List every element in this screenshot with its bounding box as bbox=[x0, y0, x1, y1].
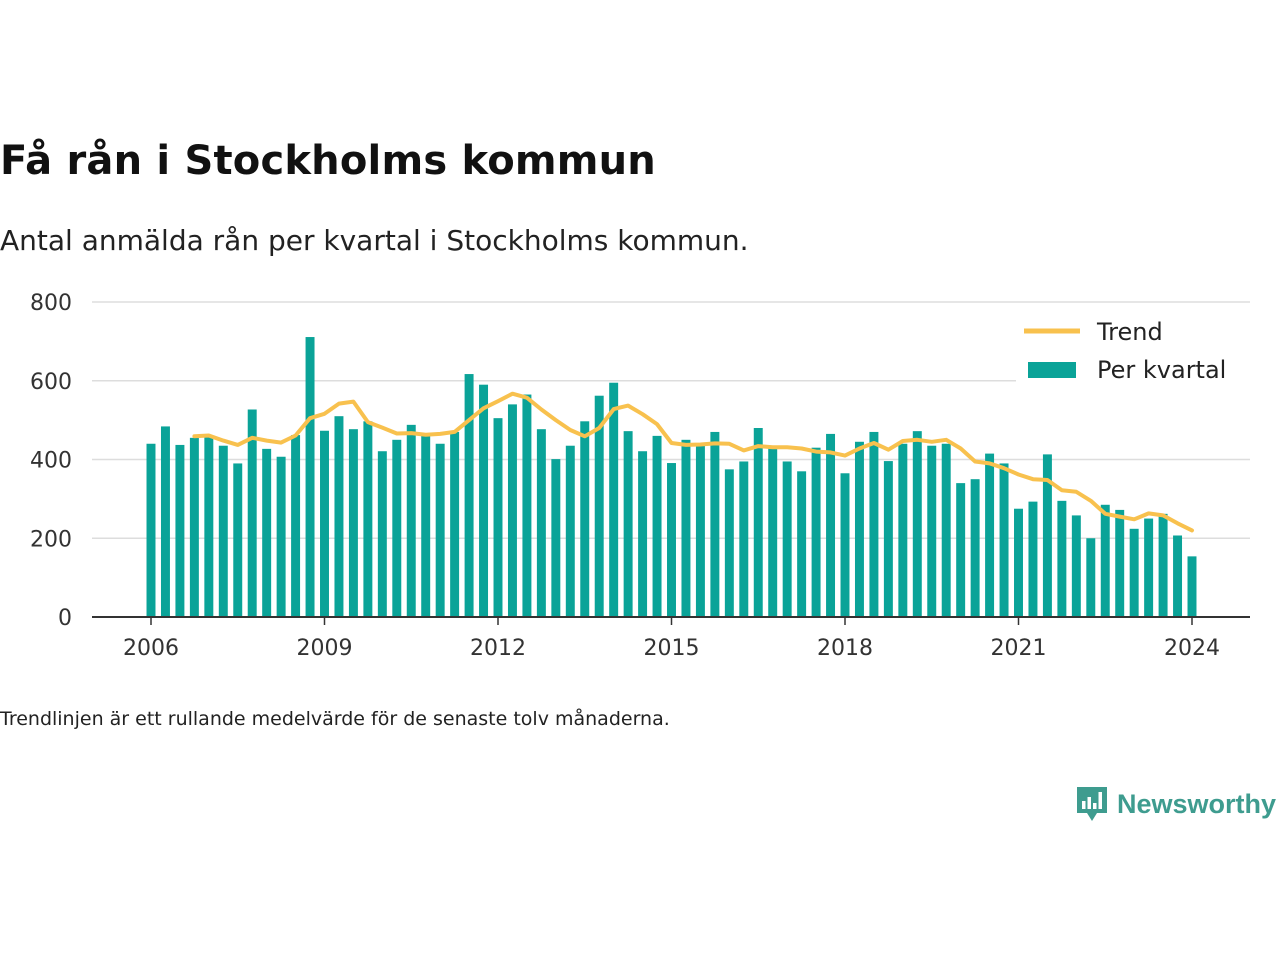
bar bbox=[291, 435, 301, 617]
bar bbox=[970, 479, 980, 617]
bar bbox=[464, 374, 474, 617]
bar bbox=[681, 439, 691, 617]
bar bbox=[160, 426, 170, 617]
bar bbox=[710, 431, 720, 617]
bar bbox=[927, 445, 937, 617]
bar bbox=[797, 471, 807, 617]
bar bbox=[204, 435, 214, 617]
bar bbox=[1129, 528, 1139, 617]
bar bbox=[1144, 518, 1154, 617]
bar bbox=[522, 394, 532, 617]
bar bbox=[348, 429, 358, 617]
bar bbox=[320, 430, 329, 617]
bar bbox=[753, 428, 763, 617]
chart-title: Få rån i Stockholms kommun bbox=[0, 138, 656, 184]
x-tick-label: 2015 bbox=[644, 636, 700, 661]
bar bbox=[985, 453, 995, 617]
bar bbox=[652, 435, 662, 617]
bar bbox=[638, 451, 648, 617]
x-tick-label: 2009 bbox=[297, 636, 353, 661]
bar bbox=[551, 459, 561, 617]
bar bbox=[667, 463, 676, 617]
bar bbox=[956, 483, 966, 617]
bar bbox=[1100, 504, 1110, 617]
bar bbox=[594, 395, 604, 617]
bar bbox=[1057, 500, 1067, 617]
bar bbox=[1014, 508, 1023, 617]
chart-subtitle: Antal anmälda rån per kvartal i Stockhol… bbox=[0, 224, 749, 257]
y-tick-label: 800 bbox=[30, 291, 72, 316]
bar bbox=[609, 382, 619, 617]
bar bbox=[175, 444, 185, 617]
bar bbox=[1042, 454, 1052, 617]
bar bbox=[218, 445, 228, 617]
bar bbox=[392, 439, 402, 617]
x-tick-label: 2006 bbox=[123, 636, 179, 661]
bar bbox=[406, 424, 416, 617]
bar bbox=[768, 445, 778, 617]
bar bbox=[1086, 538, 1096, 617]
bar bbox=[811, 447, 821, 617]
bar bbox=[1115, 509, 1125, 617]
bar bbox=[479, 384, 489, 617]
y-tick-label: 0 bbox=[58, 606, 72, 631]
bar bbox=[1071, 515, 1081, 617]
x-tick-label: 2021 bbox=[991, 636, 1047, 661]
legend-trend-label: Trend bbox=[1096, 318, 1163, 346]
y-tick-label: 400 bbox=[30, 449, 72, 474]
bar bbox=[450, 431, 460, 617]
bar bbox=[276, 456, 286, 617]
bar bbox=[507, 404, 517, 617]
bar bbox=[493, 418, 503, 617]
brand-name: Newsworthy bbox=[1116, 788, 1276, 819]
y-tick-label: 200 bbox=[30, 527, 72, 552]
bar bbox=[1028, 501, 1038, 617]
bar bbox=[334, 416, 344, 617]
legend-bar-swatch bbox=[1028, 362, 1076, 378]
legend: Trend Per kvartal bbox=[1016, 316, 1250, 402]
bar bbox=[536, 429, 546, 617]
axes: 0 200 400 600 800 2006 2009 2012 2015 2018 2021 202… bbox=[30, 291, 1250, 661]
trend-line bbox=[192, 391, 1194, 533]
x-tick-label: 2012 bbox=[470, 636, 526, 661]
bar bbox=[999, 463, 1009, 617]
bar bbox=[189, 437, 199, 617]
bar-series-per-kvartal bbox=[146, 337, 1197, 617]
bar bbox=[262, 448, 272, 617]
bar bbox=[421, 435, 431, 617]
bar bbox=[883, 461, 893, 617]
bar bbox=[898, 443, 908, 617]
bar bbox=[146, 443, 156, 617]
bar bbox=[377, 451, 387, 617]
bar bbox=[869, 431, 879, 617]
footnote: Trendlinjen är ett rullande medelvärde f… bbox=[0, 708, 670, 730]
bar bbox=[739, 461, 749, 617]
bar bbox=[247, 409, 257, 617]
bar bbox=[782, 461, 792, 617]
bar bbox=[580, 421, 590, 617]
y-tick-label: 600 bbox=[30, 370, 72, 395]
bar bbox=[233, 463, 243, 617]
brand[interactable]: Newsworthy bbox=[1075, 784, 1276, 824]
legend-bar-label: Per kvartal bbox=[1097, 356, 1226, 384]
newsworthy-logo-icon bbox=[1076, 787, 1107, 821]
x-tick-label: 2024 bbox=[1164, 636, 1220, 661]
x-tick-label: 2018 bbox=[817, 636, 873, 661]
bar bbox=[1158, 513, 1168, 617]
bar bbox=[840, 473, 850, 617]
bar bbox=[724, 469, 734, 617]
bar bbox=[305, 337, 315, 617]
bar bbox=[826, 433, 836, 617]
bar bbox=[623, 431, 633, 617]
bar bbox=[854, 441, 864, 617]
chart: 0 200 400 600 800 2006 2009 2012 2015 2018 2021 202… bbox=[30, 291, 1250, 661]
bar bbox=[363, 421, 373, 617]
bar bbox=[695, 443, 705, 617]
bar bbox=[565, 445, 575, 617]
bar bbox=[1173, 535, 1183, 617]
bar bbox=[435, 443, 445, 617]
bar bbox=[1187, 556, 1197, 617]
bar bbox=[941, 443, 951, 617]
bar bbox=[912, 431, 922, 617]
